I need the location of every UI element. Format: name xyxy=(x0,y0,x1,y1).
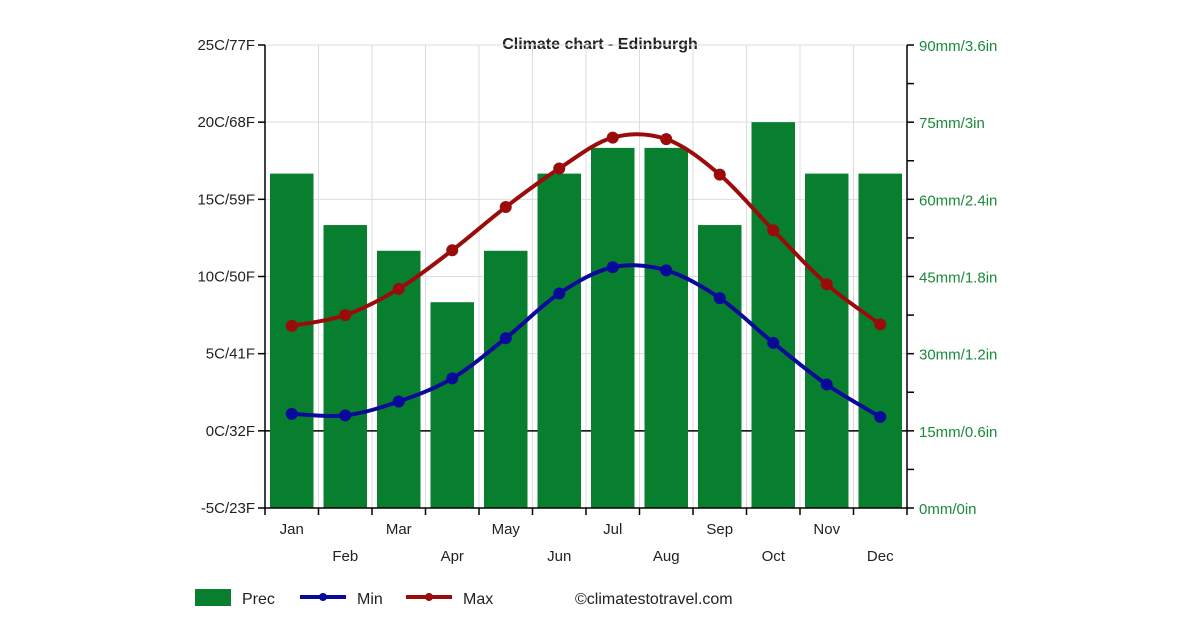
left-tick-label: 15C/59F xyxy=(197,191,255,208)
legend-label-max: Max xyxy=(463,591,493,608)
x-tick-label: Mar xyxy=(386,521,412,538)
axes: 25C/77F 20C/68F 15C/59F 10C/50F 5C/41F 0C/32F… xyxy=(197,37,997,565)
x-tick-label: Jul xyxy=(603,521,622,538)
point-min-oct xyxy=(767,336,780,349)
point-min-aug xyxy=(660,264,673,277)
bar-prec-oct xyxy=(751,122,795,509)
x-tick-label: Jan xyxy=(280,521,304,538)
x-tick-label: Jun xyxy=(547,548,571,565)
bar-prec-may xyxy=(484,250,528,508)
x-tick-label: Nov xyxy=(813,521,840,538)
x-tick-label: Sep xyxy=(706,521,733,538)
point-max-feb xyxy=(339,309,352,322)
bar-prec-nov xyxy=(805,173,849,508)
right-tick-label: 0mm/0in xyxy=(919,501,977,518)
legend-marker-min xyxy=(319,593,327,601)
temperature-lines xyxy=(285,131,887,423)
point-min-apr xyxy=(446,372,459,385)
precipitation-bars xyxy=(270,122,902,509)
bar-prec-feb xyxy=(323,225,367,509)
point-max-apr xyxy=(446,244,459,257)
left-tick-label: 5C/41F xyxy=(206,346,255,363)
legend-label-min: Min xyxy=(357,591,383,608)
x-tick-label: Aug xyxy=(653,548,680,565)
x-tick-label: Apr xyxy=(441,548,464,565)
point-min-mar xyxy=(392,395,405,408)
point-max-sep xyxy=(713,168,726,181)
point-max-jul xyxy=(606,131,619,144)
bar-prec-jul xyxy=(591,147,635,508)
bar-prec-sep xyxy=(698,225,742,509)
point-min-nov xyxy=(820,378,833,391)
right-tick-label: 60mm/2.4in xyxy=(919,192,997,209)
point-min-dec xyxy=(874,410,887,423)
right-tick-label: 75mm/3in xyxy=(919,115,985,132)
point-max-may xyxy=(499,201,512,214)
left-tick-label: 10C/50F xyxy=(197,269,255,286)
point-max-dec xyxy=(874,318,887,331)
legend-label-prec: Prec xyxy=(242,591,275,608)
point-max-aug xyxy=(660,133,673,146)
point-min-sep xyxy=(713,292,726,305)
x-tick-label: May xyxy=(492,521,521,538)
legend-marker-max xyxy=(425,593,433,601)
point-min-jan xyxy=(285,407,298,420)
point-min-jun xyxy=(553,287,566,300)
x-tick-label: Dec xyxy=(867,548,894,565)
right-tick-label: 30mm/1.2in xyxy=(919,347,997,364)
credit-link[interactable]: ©climatestotravel.com xyxy=(575,591,733,608)
left-tick-label: 20C/68F xyxy=(197,114,255,131)
left-tick-label: 25C/77F xyxy=(197,37,255,54)
point-min-jul xyxy=(606,261,619,274)
legend: Prec Min Max ©climatestotravel.com xyxy=(195,589,733,608)
x-tick-label: Oct xyxy=(762,548,786,565)
point-max-jan xyxy=(285,319,298,332)
left-tick-label: 0C/32F xyxy=(206,423,255,440)
bar-prec-dec xyxy=(858,173,902,508)
point-max-oct xyxy=(767,224,780,237)
left-tick-label: -5C/23F xyxy=(201,500,255,517)
point-min-may xyxy=(499,332,512,345)
point-max-mar xyxy=(392,282,405,295)
legend-swatch-prec xyxy=(195,589,231,606)
right-tick-label: 45mm/1.8in xyxy=(919,270,997,287)
x-tick-label: Feb xyxy=(332,548,358,565)
point-max-jun xyxy=(553,162,566,175)
bar-prec-jun xyxy=(537,173,581,508)
bar-prec-apr xyxy=(430,302,474,508)
right-tick-label: 15mm/0.6in xyxy=(919,424,997,441)
point-max-nov xyxy=(820,278,833,291)
bar-prec-jan xyxy=(270,173,314,508)
point-min-feb xyxy=(339,409,352,422)
bar-prec-aug xyxy=(644,147,688,508)
right-tick-label: 90mm/3.6in xyxy=(919,38,997,55)
